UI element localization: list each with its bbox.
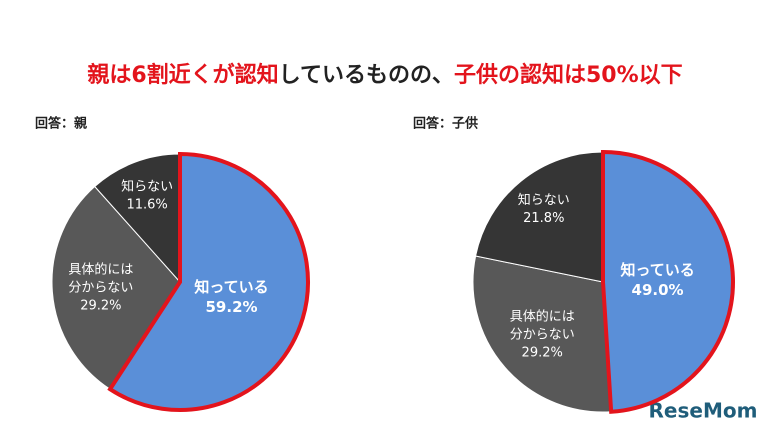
slice-label: 知らない bbox=[518, 192, 570, 208]
pie-slice bbox=[472, 255, 612, 413]
highlight-outline bbox=[107, 151, 310, 412]
data-label: 21.8% bbox=[523, 211, 564, 226]
title-part: しているものの、 bbox=[279, 63, 454, 88]
chart-title: 親は6割近くが認知しているものの、子供の認知は50%以下 bbox=[87, 62, 682, 88]
watermark: ReseMom bbox=[649, 399, 758, 423]
data-label: 29.2% bbox=[522, 345, 563, 360]
title-part: 子供の認知は50%以下 bbox=[454, 62, 683, 88]
slice-label: 知っている bbox=[194, 278, 268, 296]
slice-label: 知らない bbox=[121, 178, 173, 194]
data-label: 29.2% bbox=[80, 298, 121, 313]
highlight-outline bbox=[601, 149, 735, 414]
data-label: 49.0% bbox=[632, 281, 684, 299]
pie-slice bbox=[51, 185, 181, 390]
subtitle: 回答：親 bbox=[35, 116, 87, 132]
slice-label: 知っている bbox=[620, 261, 694, 279]
slice-label: 分からない bbox=[510, 327, 575, 342]
subtitle: 回答：子供 bbox=[413, 116, 478, 132]
data-label: 11.6% bbox=[126, 197, 167, 212]
pie-slice bbox=[475, 151, 604, 283]
title-part: 親は6割近くが認知 bbox=[87, 62, 278, 88]
slice-label: 具体的には bbox=[68, 261, 133, 277]
pie-slice bbox=[94, 153, 181, 284]
slice-label: 具体的には bbox=[510, 308, 575, 324]
slice-label: 分からない bbox=[68, 280, 133, 295]
data-label: 59.2% bbox=[206, 298, 258, 316]
